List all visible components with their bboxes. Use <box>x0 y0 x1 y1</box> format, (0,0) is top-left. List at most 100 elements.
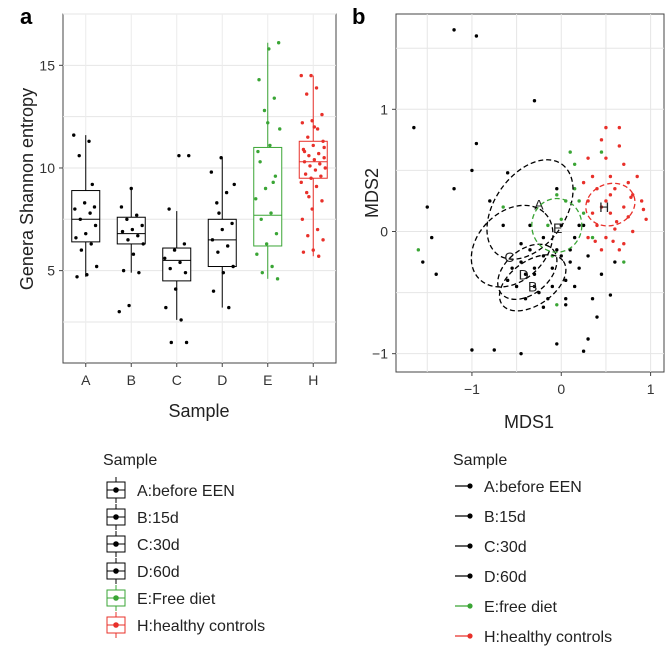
data-point <box>89 242 93 246</box>
confidence-ellipse-B <box>498 254 567 312</box>
data-point <box>311 248 315 252</box>
legend-entry: E:Free diet <box>106 585 216 611</box>
data-point <box>266 121 270 125</box>
data-point <box>519 351 523 356</box>
data-point <box>177 153 181 158</box>
data-point <box>262 108 267 113</box>
data-point <box>555 193 559 197</box>
data-point <box>310 207 314 211</box>
legend-label: E:Free diet <box>137 591 216 608</box>
data-point <box>220 227 224 232</box>
series-points <box>581 125 648 252</box>
data-point <box>130 227 135 232</box>
ellipse-label-E: E <box>553 220 562 236</box>
data-point <box>221 270 226 275</box>
data-point <box>488 199 492 203</box>
data-point <box>258 160 262 164</box>
data-point <box>87 139 91 143</box>
legend-label: C:30d <box>484 539 527 556</box>
x-tick-label: 0 <box>557 381 565 397</box>
y-tick-label: 1 <box>380 101 388 117</box>
data-point <box>572 162 577 166</box>
panel-a-y-axis-title: Genera Shannon entropy <box>17 88 37 290</box>
legend-label: A:before EEN <box>137 483 235 500</box>
x-tick-label: A <box>81 372 91 388</box>
panel-b-ellipses: A CDB E H <box>470 159 636 312</box>
data-point <box>178 260 182 265</box>
confidence-ellipse-C <box>470 204 554 288</box>
panel-a-x-axis-title: Sample <box>168 401 229 421</box>
data-point <box>210 238 215 242</box>
data-point <box>568 260 572 264</box>
data-point <box>555 187 559 191</box>
data-point <box>82 201 87 205</box>
data-point <box>608 193 613 197</box>
data-point <box>622 260 626 264</box>
data-point <box>322 156 326 160</box>
data-point <box>313 168 318 172</box>
data-point <box>501 223 505 228</box>
data-point <box>272 96 276 100</box>
data-point <box>581 211 586 215</box>
x-tick-label: 1 <box>647 381 655 397</box>
data-point <box>315 127 320 131</box>
data-point <box>219 156 223 160</box>
data-point <box>131 252 136 256</box>
data-point <box>546 223 550 228</box>
data-point <box>532 266 537 270</box>
y-tick-label: 5 <box>47 263 55 279</box>
data-point <box>532 284 537 289</box>
data-point <box>604 199 608 203</box>
data-point <box>470 168 474 173</box>
data-point <box>452 187 456 191</box>
x-tick-label: B <box>127 372 136 388</box>
data-point <box>322 145 326 150</box>
legend-entry: B:15d <box>106 504 179 530</box>
data-point <box>323 166 327 170</box>
data-point <box>586 337 590 341</box>
data-point <box>421 260 425 264</box>
data-point <box>312 158 317 162</box>
data-point <box>320 199 324 203</box>
legend-label: D:60d <box>137 564 180 581</box>
data-point <box>256 149 260 154</box>
box-iqr <box>253 146 283 247</box>
data-point <box>136 234 140 238</box>
legend-entry: D:60d <box>455 569 527 586</box>
x-tick-label: E <box>263 372 272 388</box>
data-point <box>268 143 272 148</box>
data-point <box>581 349 586 353</box>
data-point <box>127 303 131 308</box>
data-point <box>79 248 84 252</box>
data-point <box>622 162 626 166</box>
data-point <box>318 162 322 166</box>
data-point <box>184 340 189 345</box>
data-point <box>581 223 586 228</box>
data-point <box>622 205 626 209</box>
data-point <box>505 278 510 283</box>
data-point <box>590 235 595 240</box>
data-point <box>572 235 577 240</box>
data-point <box>564 303 568 307</box>
data-point <box>593 239 597 243</box>
data-point <box>590 211 595 215</box>
data-point <box>470 348 474 352</box>
x-tick-label: H <box>308 372 318 388</box>
data-point <box>302 160 307 164</box>
y-tick-label: 15 <box>39 57 55 73</box>
data-point <box>119 205 124 209</box>
data-point <box>309 176 313 180</box>
data-point <box>85 273 89 277</box>
box-E <box>253 41 283 281</box>
data-point <box>541 305 546 309</box>
data-point <box>514 284 519 289</box>
data-point <box>172 248 177 252</box>
data-point <box>532 99 537 103</box>
box-B <box>116 186 146 314</box>
data-point <box>572 284 577 289</box>
data-point <box>301 250 306 254</box>
data-point <box>90 182 94 187</box>
x-tick-label: C <box>172 372 182 388</box>
legend-key-dot <box>113 595 119 601</box>
data-point <box>434 272 438 276</box>
